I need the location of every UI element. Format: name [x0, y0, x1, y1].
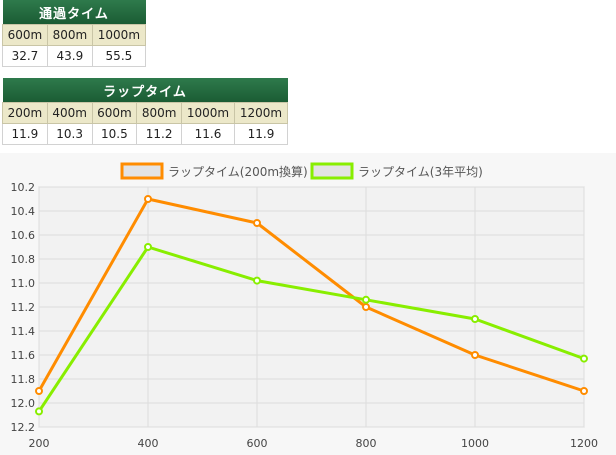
lap-value: 11.9: [2, 123, 48, 145]
y-tick-label: 10.6: [11, 229, 36, 242]
series-2-point: [35, 407, 43, 416]
lap-header: 1000m: [181, 102, 235, 124]
legend-swatch-1: [120, 162, 164, 180]
y-tick-label: 12.2: [11, 421, 36, 434]
passing-time-table: 通過タイム 600m 800m 1000m 32.7 43.9 55.5: [2, 0, 147, 67]
lap-value: 11.9: [233, 123, 289, 145]
series-2-point: [253, 276, 261, 285]
lap-header: 400m: [46, 102, 93, 124]
lap-time-table: ラップタイム 200m 400m 600m 800m 1000m 1200m 1…: [2, 78, 289, 145]
y-tick-label: 10.4: [11, 205, 36, 218]
lap-time-title: ラップタイム: [2, 78, 288, 103]
legend-swatch-2: [310, 162, 354, 180]
series-1-point: [362, 303, 370, 311]
series-line-1: [37, 197, 585, 393]
series-1-point: [144, 195, 152, 203]
series-1-point: [253, 219, 261, 227]
passing-value: 43.9: [46, 45, 93, 67]
lap-header: 600m: [91, 102, 138, 124]
passing-header: 800m: [46, 24, 93, 46]
y-tick-label: 11.6: [11, 349, 36, 362]
lap-header: 1200m: [233, 102, 289, 124]
x-tick-label: 400: [138, 437, 159, 450]
y-tick-label: 11.2: [11, 301, 36, 314]
y-tick-label: 11.4: [11, 325, 36, 338]
legend-label-1: ラップタイム(200m換算): [168, 164, 308, 179]
passing-header: 1000m: [91, 24, 147, 46]
y-tick-label: 11.8: [11, 373, 36, 386]
series-2-point: [144, 243, 152, 251]
x-tick-label: 1200: [570, 437, 598, 450]
passing-time-title: 通過タイム: [2, 0, 146, 25]
lap-header: 800m: [136, 102, 182, 124]
y-tick-label: 12.0: [11, 397, 36, 410]
lap-value: 10.3: [46, 123, 93, 145]
lap-value: 11.6: [181, 123, 235, 145]
y-tick-label: 10.2: [11, 181, 36, 194]
passing-value: 32.7: [2, 45, 48, 67]
lap-value: 10.5: [91, 123, 138, 145]
series-1-point: [471, 351, 479, 359]
y-tick-label: 11.0: [11, 277, 36, 290]
x-tick-label: 200: [29, 437, 50, 450]
lap-value: 11.2: [136, 123, 182, 145]
x-tick-label: 800: [356, 437, 377, 450]
lap-time-chart: 10.2 10.4 10.6 10.8 11.0 11.2 11.4 11.6 11.8 12.0…: [0, 153, 616, 455]
series-line-2: [37, 245, 585, 413]
x-tick-label: 600: [247, 437, 268, 450]
passing-value: 55.5: [91, 45, 147, 67]
series-2-point: [580, 354, 588, 363]
series-2-point: [471, 315, 479, 323]
series-1-point: [580, 387, 588, 395]
series-1-point: [35, 387, 43, 395]
series-2-point: [362, 295, 370, 304]
legend-label-2: ラップタイム(3年平均): [358, 165, 483, 179]
passing-header: 600m: [2, 24, 48, 46]
y-tick-label: 10.8: [11, 253, 36, 266]
lap-header: 200m: [2, 102, 48, 124]
x-tick-label: 1000: [461, 437, 489, 450]
